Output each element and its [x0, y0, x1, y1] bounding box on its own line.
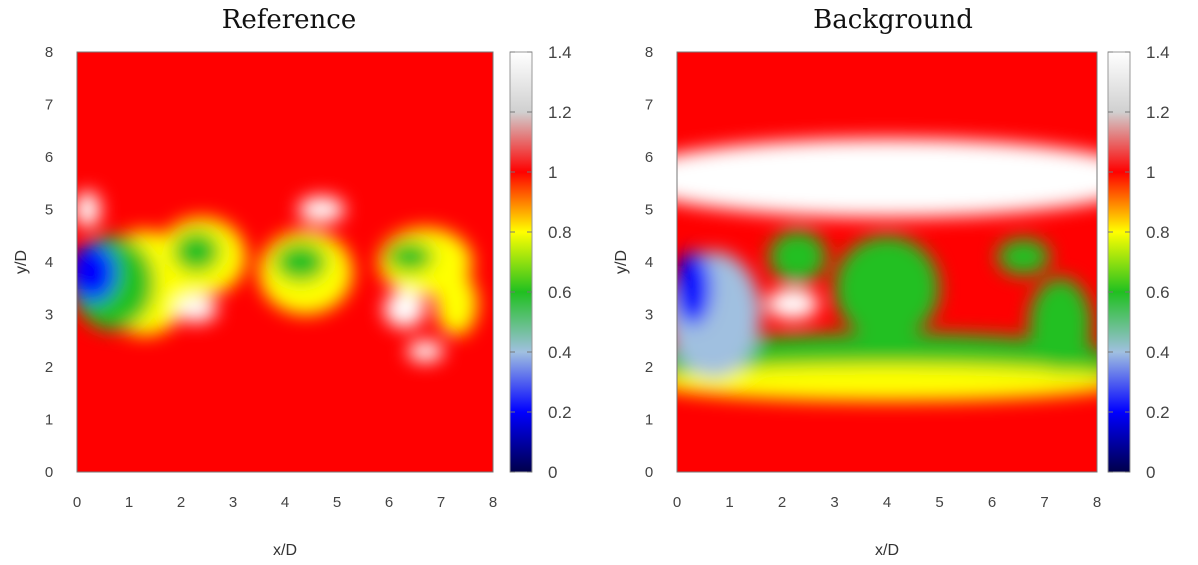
y-tick-label: 4 [645, 254, 653, 271]
x-axis: 0 1 2 3 4 5 6 7 8 [73, 494, 497, 511]
y-tick-label: 8 [645, 44, 653, 61]
y-tick-label: 4 [45, 254, 53, 271]
heat-blob [77, 243, 116, 302]
x-tick-label: 3 [229, 494, 237, 511]
heat-blob [173, 230, 221, 273]
x-tick-label: 0 [73, 494, 81, 511]
x-tick-label: 6 [988, 494, 996, 511]
colorbar-tick-label: 0.6 [1146, 283, 1170, 302]
x-tick-label: 7 [1040, 494, 1048, 511]
y-tick-label: 6 [45, 149, 53, 166]
colorbar-tick-label: 1.2 [548, 103, 572, 122]
colorbar-tick-label: 1.4 [548, 43, 572, 62]
x-tick-label: 3 [830, 494, 838, 511]
heatmap-field [77, 191, 478, 362]
heat-blob [768, 230, 827, 283]
heat-blob [175, 296, 218, 323]
heat-blob [677, 364, 1097, 402]
heat-blob [77, 191, 101, 228]
colorbar-tick-label: 0.6 [548, 283, 572, 302]
heat-blob [407, 340, 444, 362]
heat-blob [834, 235, 940, 341]
chart-title: Reference [222, 5, 356, 35]
y-tick-label: 1 [45, 412, 53, 429]
heat-blob [997, 238, 1050, 276]
colorbar-tick-label: 0.8 [548, 223, 572, 242]
y-tick-label: 6 [645, 149, 653, 166]
colorbar-tick-label: 0.2 [1146, 403, 1170, 422]
colorbar: 0 0.2 0.4 0.6 0.8 1 1.2 1.4 [509, 43, 572, 482]
heat-blob [435, 272, 478, 336]
colorbar-tick-label: 0 [548, 463, 557, 482]
heat-blob [1028, 277, 1092, 373]
y-axis-label: y/D [613, 250, 630, 274]
x-axis-label: x/D [875, 542, 899, 559]
x-tick-label: 5 [935, 494, 943, 511]
x-tick-label: 8 [489, 494, 497, 511]
heat-blob [677, 251, 712, 325]
colorbar-gradient [1107, 51, 1131, 473]
colorbar-tick-label: 1 [1146, 163, 1155, 182]
x-tick-label: 2 [177, 494, 185, 511]
y-tick-label: 0 [45, 464, 53, 481]
colorbar-tick-label: 0.4 [548, 343, 572, 362]
plot-frame [76, 51, 494, 473]
heatmap-field [677, 138, 1097, 402]
x-tick-label: 7 [437, 494, 445, 511]
colorbar: 0 0.2 0.4 0.6 0.8 1 1.2 1.4 [1107, 43, 1170, 482]
y-tick-label: 5 [45, 202, 53, 219]
y-tick-label: 5 [645, 202, 653, 219]
x-tick-label: 5 [333, 494, 341, 511]
heat-blobs [677, 138, 1097, 402]
colorbar-tick-label: 1.4 [1146, 43, 1170, 62]
x-tick-label: 8 [1093, 494, 1101, 511]
x-tick-label: 2 [778, 494, 786, 511]
heat-blob [766, 288, 819, 320]
x-tick-label: 1 [725, 494, 733, 511]
colorbar-tick-label: 0.4 [1146, 343, 1170, 362]
colorbar-tick-label: 0.8 [1146, 223, 1170, 242]
x-axis-label: x/D [273, 542, 297, 559]
colorbar-tick-label: 1.2 [1146, 103, 1170, 122]
y-axis-label: y/D [13, 250, 30, 274]
y-tick-label: 8 [45, 44, 53, 61]
chart-title: Background [813, 5, 973, 35]
y-tick-label: 1 [645, 412, 653, 429]
plot-frame [676, 51, 1098, 473]
y-tick-label: 3 [645, 307, 653, 324]
y-tick-label: 0 [645, 464, 653, 481]
colorbar-gradient [509, 51, 533, 473]
heat-blobs [77, 191, 478, 362]
y-tick-label: 2 [645, 359, 653, 376]
x-tick-label: 4 [883, 494, 891, 511]
colorbar-tick-label: 0 [1146, 463, 1155, 482]
colorbar-tick-label: 0.2 [548, 403, 572, 422]
x-tick-label: 4 [281, 494, 289, 511]
heat-blob [274, 242, 327, 282]
y-axis: 0 1 2 3 4 5 6 7 8 [645, 44, 653, 481]
heat-blob [383, 290, 426, 328]
y-tick-label: 2 [45, 359, 53, 376]
x-tick-label: 6 [385, 494, 393, 511]
heat-blob [386, 241, 434, 273]
y-tick-label: 7 [45, 97, 53, 114]
heatmap-panel-background: Background 0 1 2 3 4 5 6 7 8 0 1 2 3 4 5 6 7 8 x/D y/D 0… [613, 5, 1170, 559]
heat-blob [677, 138, 1097, 218]
heat-blob [298, 196, 345, 223]
x-axis: 0 1 2 3 4 5 6 7 8 [673, 494, 1101, 511]
y-tick-label: 7 [645, 97, 653, 114]
x-tick-label: 0 [673, 494, 681, 511]
colorbar-tick-label: 1 [548, 163, 557, 182]
x-tick-label: 1 [125, 494, 133, 511]
y-tick-label: 3 [45, 307, 53, 324]
y-axis: 0 1 2 3 4 5 6 7 8 [45, 44, 53, 481]
